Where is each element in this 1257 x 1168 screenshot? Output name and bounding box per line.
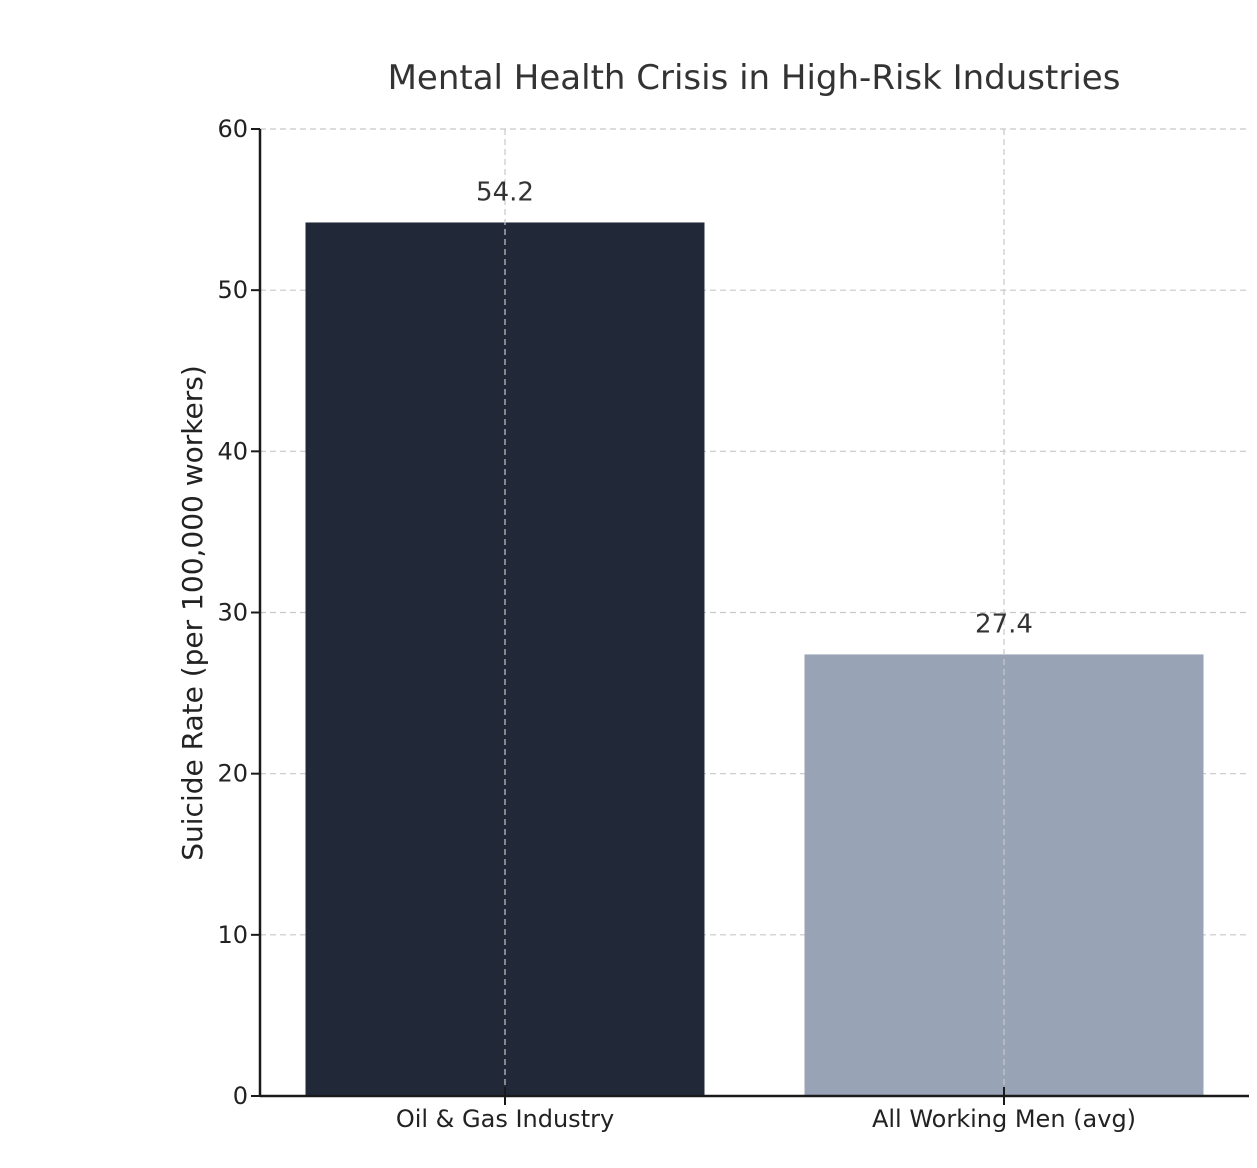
y-tick-label: 60 bbox=[217, 115, 248, 143]
bar-value-label: 54.2 bbox=[476, 177, 534, 207]
x-tick-label: Oil & Gas Industry bbox=[396, 1105, 614, 1133]
x-tick-label: All Working Men (avg) bbox=[872, 1105, 1136, 1133]
vertical-grid-layer bbox=[504, 129, 1005, 1096]
y-axis-label: Suicide Rate (per 100,000 workers) bbox=[176, 365, 209, 861]
y-tick-label: 20 bbox=[217, 760, 248, 788]
y-tick-label: 10 bbox=[217, 921, 248, 949]
chart-title: Mental Health Crisis in High-Risk Indust… bbox=[388, 58, 1121, 98]
y-tick-label: 40 bbox=[217, 437, 248, 465]
label-layer: 0 10 20 30 40 50 60 54.2 Oil & Gas Industry 27.4 A… bbox=[217, 115, 1136, 1133]
axis-layer bbox=[251, 128, 1249, 1105]
y-tick-label: 0 bbox=[233, 1082, 248, 1110]
y-tick-label: 30 bbox=[217, 599, 248, 627]
y-tick-label: 50 bbox=[217, 276, 248, 304]
bar-layer bbox=[305, 222, 1204, 1096]
bar-value-label: 27.4 bbox=[975, 609, 1033, 639]
